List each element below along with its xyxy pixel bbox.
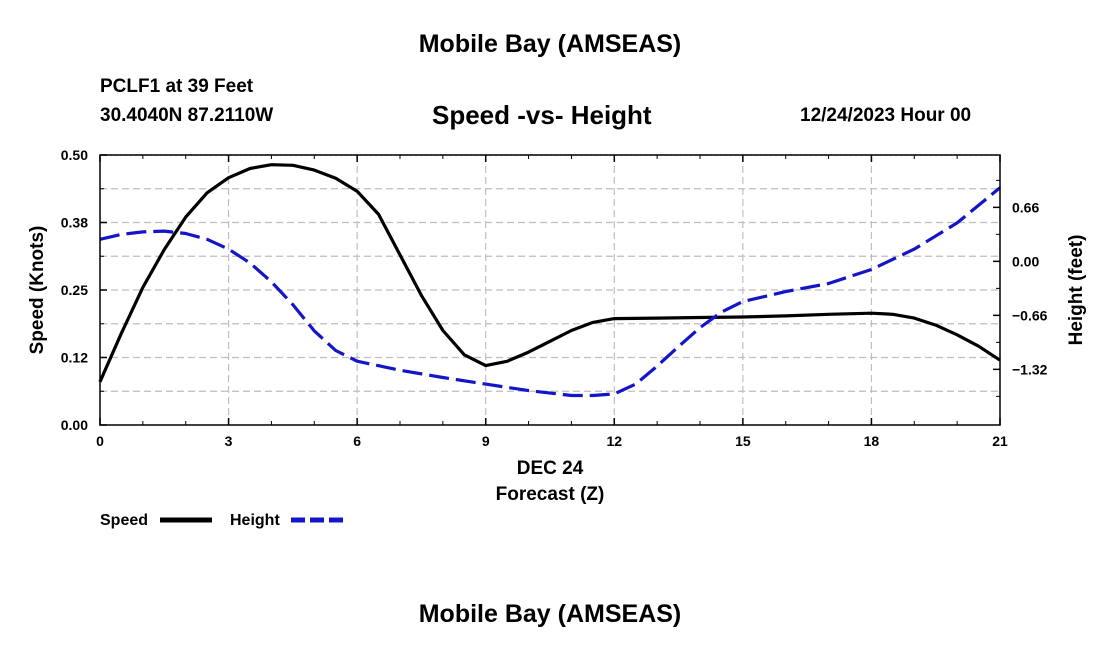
y2-tick-label: 0.66 <box>1012 199 1039 215</box>
series-lines <box>98 163 1002 398</box>
chart-title: Speed -vs- Height <box>432 100 652 130</box>
legend: Speed Height <box>100 512 343 529</box>
series-line-speed <box>98 163 1001 383</box>
y2-tick-label: −0.66 <box>1012 307 1048 323</box>
y-tick-label: 0.25 <box>61 282 88 298</box>
series-line-height <box>99 186 1002 398</box>
forecast-datetime: 12/24/2023 Hour 00 <box>800 105 972 126</box>
y-tick-label: 0.38 <box>61 215 88 231</box>
x-tick-label: 12 <box>606 433 622 449</box>
legend-label-height: Height <box>230 512 280 529</box>
x-tick-label: 15 <box>735 433 751 449</box>
y-tick-label: 0.00 <box>61 417 88 433</box>
y-tick-label: 0.50 <box>61 147 88 163</box>
y2-tick-label: −1.32 <box>1012 361 1048 377</box>
grid-lines <box>100 154 1000 425</box>
y2-axis-label: Height (feet) <box>1066 235 1087 346</box>
x-tick-label: 0 <box>96 433 104 449</box>
station-label: PCLF1 at 39 Feet <box>100 76 254 97</box>
x-tick-label: 18 <box>864 433 880 449</box>
x-tick-label: 9 <box>482 433 490 449</box>
y-axis-ticks: 0.00 0.12 0.25 0.38 0.50 <box>61 147 107 433</box>
x-tick-label: 6 <box>353 433 361 449</box>
y-tick-label: 0.12 <box>61 350 88 366</box>
x-axis-label: Forecast (Z) <box>496 484 605 505</box>
x-tick-label: 3 <box>225 433 233 449</box>
footer-title: Mobile Bay (AMSEAS) <box>418 600 682 628</box>
y2-tick-label: 0.00 <box>1012 253 1039 269</box>
legend-label-speed: Speed <box>100 512 148 529</box>
x-tick-label: 21 <box>992 433 1008 449</box>
station-coordinates: 30.4040N 87.2110W <box>100 105 274 126</box>
y2-axis-ticks: −1.32 −0.66 0.00 0.66 <box>993 179 1048 397</box>
x-axis-ticks: 0 3 6 9 12 15 18 21 <box>96 155 1008 449</box>
y-axis-label: Speed (Knots) <box>27 226 48 355</box>
x-axis-date-label: DEC 24 <box>517 458 584 479</box>
page-title: Mobile Bay (AMSEAS) <box>418 30 682 58</box>
